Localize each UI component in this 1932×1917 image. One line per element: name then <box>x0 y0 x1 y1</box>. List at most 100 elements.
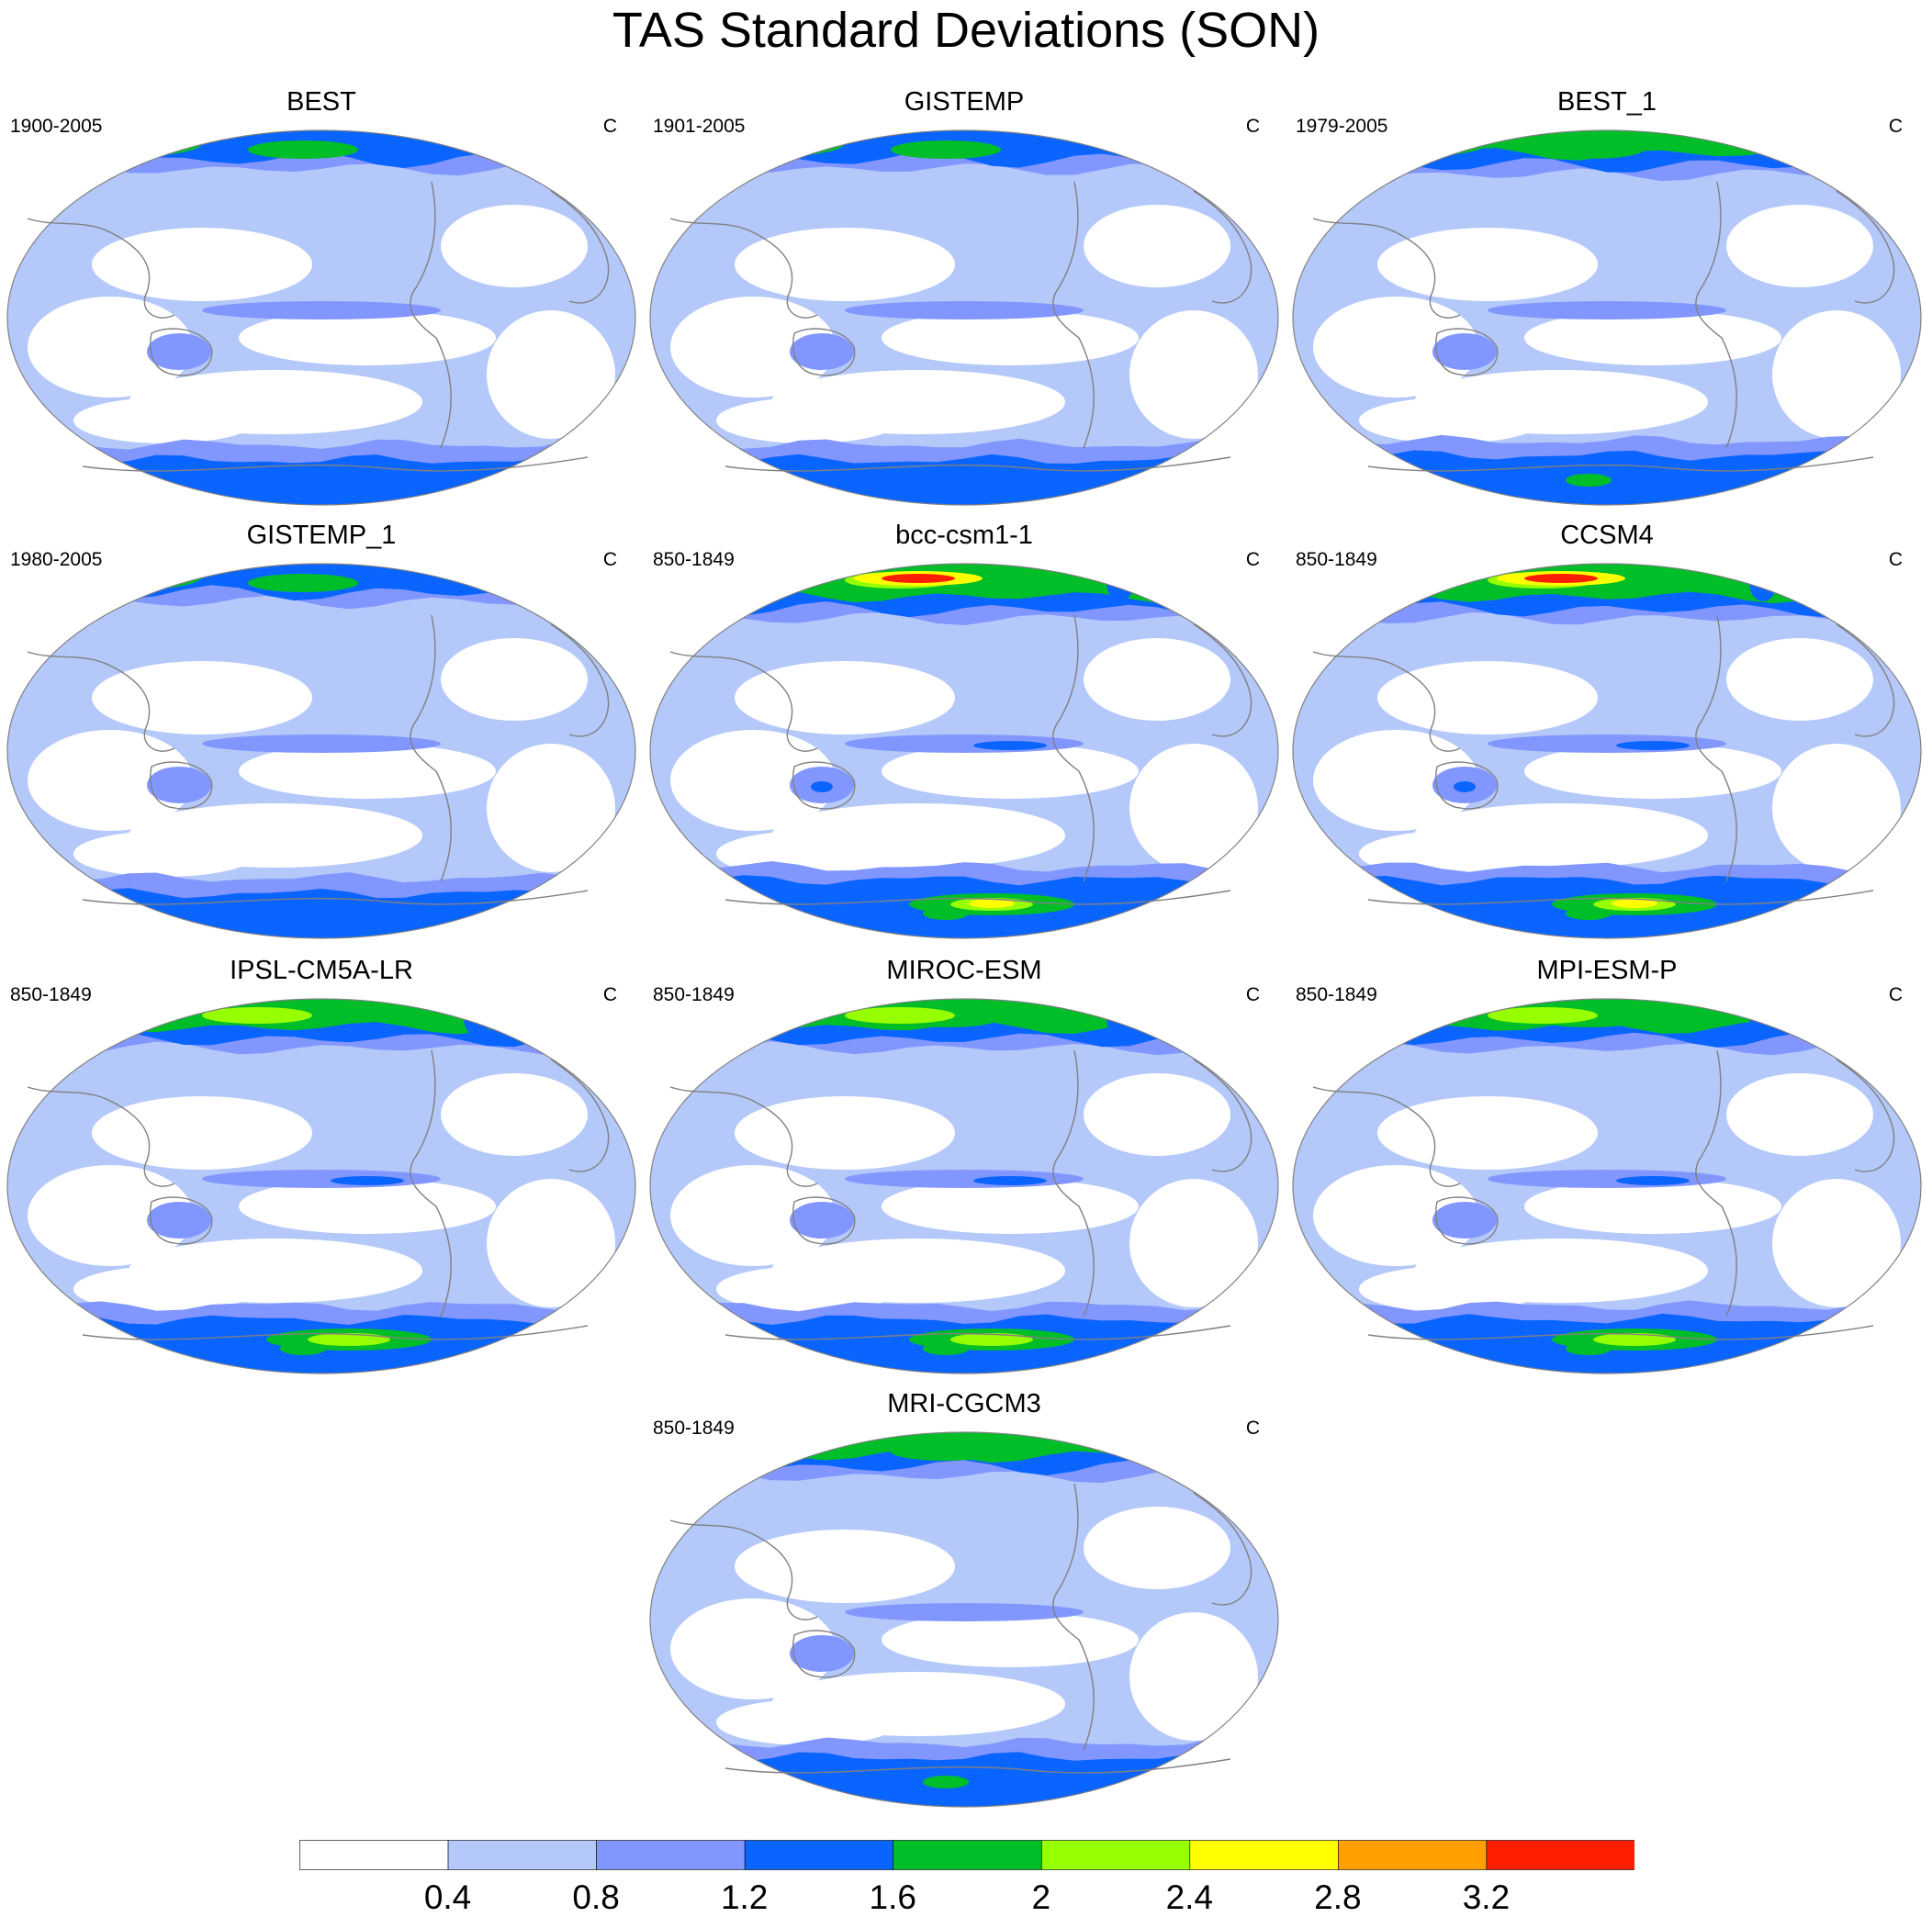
panel-title: CCSM4 <box>1560 521 1654 550</box>
contour-blob <box>735 1096 955 1170</box>
map-field <box>650 1432 1278 1807</box>
contour-blob <box>973 741 1047 750</box>
map-canvas <box>649 129 1279 506</box>
contour-blob <box>73 831 257 877</box>
colorbar-box <box>744 1840 894 1870</box>
contour-blob <box>147 1202 211 1239</box>
contour-blob <box>973 1176 1047 1185</box>
contour-blob <box>1749 565 1777 601</box>
contour-blob <box>331 1176 404 1185</box>
map-outline <box>649 1431 1279 1808</box>
map-outline <box>1292 563 1922 939</box>
contour-blob <box>670 1598 836 1699</box>
contour-blob <box>716 1266 900 1312</box>
panel-units: C <box>1245 549 1260 570</box>
contour-blob <box>882 574 955 583</box>
contour-blob <box>923 1776 969 1788</box>
colorbar-box <box>447 1840 597 1870</box>
contour-blob <box>202 734 441 753</box>
contour-blob <box>92 228 312 301</box>
map-canvas <box>6 998 636 1374</box>
panel-title: BEST_1 <box>1557 87 1657 117</box>
contour-blob <box>239 1179 496 1234</box>
panel-title: MRI-CGCM3 <box>887 1389 1041 1418</box>
coastlines <box>669 1049 1252 1340</box>
coastlines <box>1312 614 1895 905</box>
contour-blob <box>1593 1333 1676 1346</box>
contour-blob <box>1524 1179 1781 1234</box>
colorbar-label: 1.2 <box>720 1878 769 1916</box>
contour-blob <box>202 1007 312 1024</box>
contour-blob <box>28 1165 193 1266</box>
contour-blob <box>891 140 1001 159</box>
contour-blob <box>1405 571 1460 582</box>
contour-blob <box>1726 638 1873 721</box>
contour-band <box>7 454 635 505</box>
contour-blob <box>716 130 845 156</box>
contour-blob <box>900 469 992 491</box>
contour-band <box>650 1313 1278 1373</box>
contour-blob <box>119 1006 174 1017</box>
contour-blob <box>1524 744 1781 799</box>
panel-units: C <box>602 549 617 570</box>
contour-band <box>7 888 635 938</box>
contour-blob <box>92 1096 312 1170</box>
contour-blob <box>147 333 211 370</box>
contour-blob <box>845 1007 955 1024</box>
panel-units: C <box>1888 549 1903 570</box>
panel-period: 850-1849 <box>653 984 735 1005</box>
coastlines <box>27 1049 610 1340</box>
contour-blob <box>239 744 496 799</box>
panel-period: 1900-2005 <box>10 116 103 137</box>
contour-blob <box>845 301 1084 320</box>
contour-blob <box>1084 638 1230 721</box>
contour-blob <box>441 205 588 287</box>
colorbar-box <box>1189 1840 1339 1870</box>
colorbar-box <box>299 1840 449 1870</box>
panel-units: C <box>602 116 617 137</box>
panel-period: 850-1849 <box>1296 984 1377 1005</box>
contour-blob <box>1359 398 1543 443</box>
contour-blob <box>1377 661 1598 734</box>
contour-blob <box>950 1333 1033 1346</box>
contour-blob <box>73 564 202 589</box>
panel-title: IPSL-CM5A-LR <box>230 956 413 985</box>
contour-blob <box>735 1530 955 1603</box>
contour-blob <box>1106 565 1134 601</box>
contour-blob <box>1377 1096 1598 1170</box>
map-panel: BEST 1900-2005 C <box>0 87 643 510</box>
colorbar-box <box>893 1840 1042 1870</box>
panel-period: 1979-2005 <box>1296 116 1388 137</box>
coastlines <box>1312 181 1895 472</box>
map-canvas <box>649 1431 1279 1808</box>
contour-blob <box>308 1333 390 1346</box>
map-canvas <box>1292 563 1922 939</box>
contour-blob <box>28 730 193 831</box>
contour-blob <box>1432 333 1497 370</box>
colorbar-label: 3.2 <box>1462 1878 1511 1916</box>
map-panel: CCSM4 850-1849 C <box>1286 521 1928 943</box>
contour-blob <box>1454 781 1476 792</box>
contour-blob <box>1368 569 1423 580</box>
panel-units: C <box>1888 116 1903 137</box>
figure-title: TAS Standard Deviations (SON) <box>612 3 1320 58</box>
contour-blob <box>845 1603 1084 1621</box>
contour-blob <box>790 1635 854 1672</box>
coastlines <box>669 614 1252 905</box>
colorbar-label: 2 <box>1031 1878 1051 1916</box>
contour-blob <box>790 1202 854 1239</box>
map-panel: bcc-csm1-1 850-1849 C <box>643 521 1286 943</box>
panel-title: MPI-ESM-P <box>1536 956 1678 985</box>
contour-blob <box>735 661 955 734</box>
map-field <box>7 999 635 1373</box>
panel-period: 1980-2005 <box>10 549 103 570</box>
coastlines <box>669 181 1252 472</box>
panel-period: 850-1849 <box>10 984 92 1005</box>
contour-blob <box>811 781 833 792</box>
contour-blob <box>845 734 1084 753</box>
contour-band <box>650 454 1278 505</box>
map-panel: BEST_1 1979-2005 C <box>1286 87 1928 510</box>
map-field <box>7 130 635 505</box>
contour-blob <box>1313 297 1478 398</box>
contour-blob <box>670 297 836 398</box>
